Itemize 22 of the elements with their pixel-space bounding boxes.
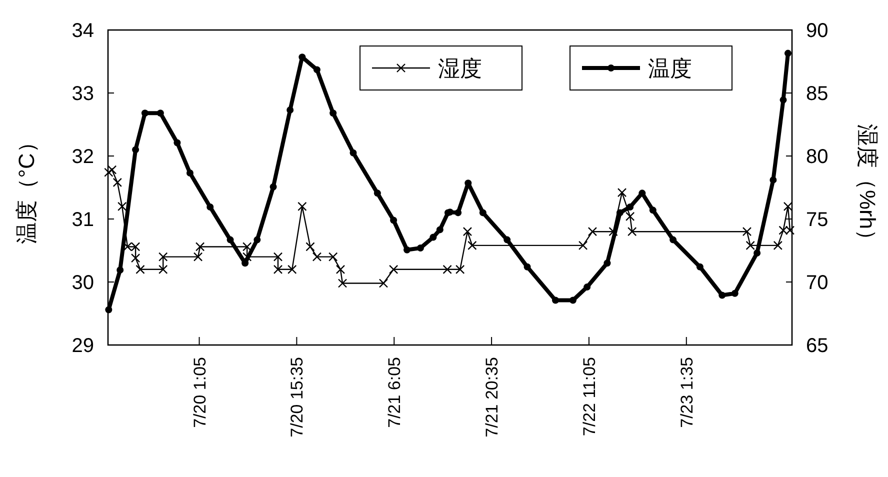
y-tick-label: 34 (72, 20, 94, 42)
y-tick-label: 33 (72, 83, 94, 105)
y2-axis-title: 湿度（%rh） (855, 124, 880, 252)
y2-tick-label: 65 (806, 335, 828, 357)
legend-label: 温度 (648, 56, 692, 81)
y-axis-title: 温度（°C） (14, 131, 39, 244)
y2-tick-label: 70 (806, 272, 828, 294)
x-tick-label: 7/22 11:05 (580, 357, 599, 436)
legend-label: 湿度 (438, 56, 482, 81)
y-tick-label: 31 (72, 209, 94, 231)
x-tick-label: 7/21 20:35 (482, 357, 502, 438)
x-tick-label: 7/20 1:05 (190, 357, 210, 428)
y2-tick-label: 85 (806, 83, 828, 105)
x-tick-label: 7/21 6:05 (385, 357, 404, 428)
y-tick-label: 32 (72, 146, 94, 168)
y-tick-label: 30 (72, 272, 94, 294)
y-tick-label: 29 (72, 335, 94, 357)
x-tick-label: 7/23 1:35 (677, 357, 696, 428)
y2-tick-label: 80 (806, 146, 828, 168)
y2-tick-label: 75 (806, 209, 828, 231)
y2-tick-label: 90 (806, 20, 828, 42)
x-tick-label: 7/20 15:35 (288, 357, 307, 438)
